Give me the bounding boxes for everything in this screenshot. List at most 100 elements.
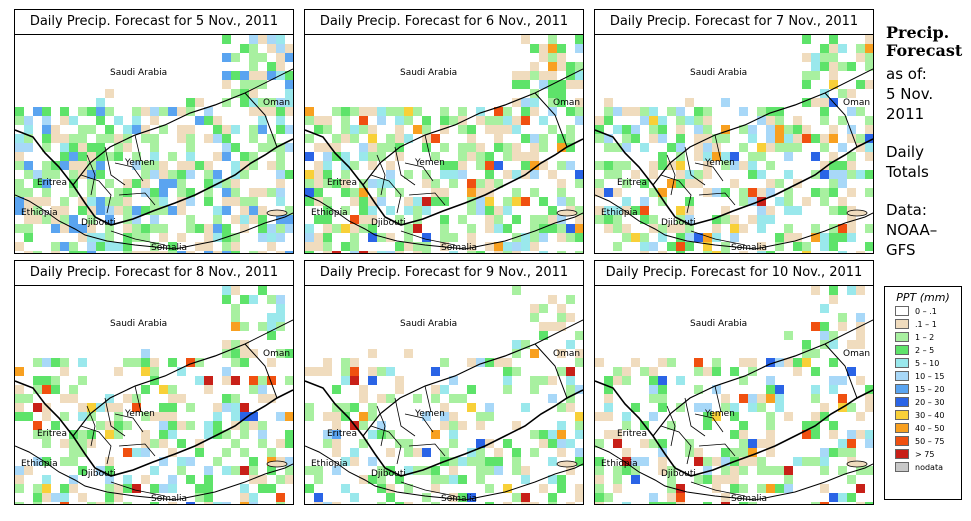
precip-cell	[784, 197, 793, 206]
precip-cell	[51, 358, 60, 367]
precip-cell	[467, 457, 476, 466]
precip-cell	[757, 394, 766, 403]
precip-cell	[222, 466, 231, 475]
data-label: Data:	[886, 201, 927, 219]
precip-cell	[748, 367, 757, 376]
precip-cell	[314, 143, 323, 152]
precip-cell	[222, 53, 231, 62]
precip-cell	[249, 466, 258, 475]
precip-cell	[431, 152, 440, 161]
precip-cell	[521, 98, 530, 107]
precip-cell	[503, 143, 512, 152]
precip-cell	[820, 233, 829, 242]
precip-cell	[422, 125, 431, 134]
precip-cell	[42, 493, 51, 502]
precip-cell	[730, 152, 739, 161]
precip-cell	[865, 170, 873, 179]
precip-cell	[386, 206, 395, 215]
legend-label: 50 – 75	[915, 436, 945, 446]
precip-cell	[721, 475, 730, 484]
precip-cell	[467, 251, 476, 253]
precip-cell	[557, 251, 566, 253]
precip-cell	[494, 134, 503, 143]
precip-cell	[114, 197, 123, 206]
precip-cell	[613, 188, 622, 197]
precip-cell	[802, 53, 811, 62]
precip-cell	[811, 349, 820, 358]
precip-cell	[132, 484, 141, 493]
precip-cell	[566, 295, 575, 304]
side-info: Precip. Forecast as of: 5 Nov. 2011 Dail…	[886, 24, 966, 260]
precip-cell	[276, 251, 285, 253]
precip-cell	[521, 197, 530, 206]
precip-cell	[604, 107, 613, 116]
precip-cell	[404, 349, 413, 358]
precip-cell	[703, 188, 712, 197]
legend-swatch	[895, 319, 909, 329]
precip-cell	[341, 412, 350, 421]
precip-cell	[766, 394, 775, 403]
precip-cell	[622, 421, 631, 430]
precip-cell	[132, 116, 141, 125]
precip-cell	[186, 403, 195, 412]
precip-cell	[748, 403, 757, 412]
precip-cell	[703, 125, 712, 134]
precip-cell	[575, 224, 583, 233]
precip-cell	[766, 134, 775, 143]
precip-cell	[694, 385, 703, 394]
precip-cell	[721, 251, 730, 253]
precip-cell	[802, 71, 811, 80]
border-line	[824, 68, 873, 94]
precip-cell	[386, 233, 395, 242]
precip-cell	[865, 502, 873, 504]
precip-cell	[476, 206, 485, 215]
precip-cell	[748, 502, 757, 504]
precip-cell	[141, 134, 150, 143]
precip-cell	[449, 421, 458, 430]
precip-cell	[512, 448, 521, 457]
precip-cell	[622, 448, 631, 457]
precip-cell	[640, 116, 649, 125]
precip-cell	[249, 385, 258, 394]
precip-cell	[775, 394, 784, 403]
precip-cell	[33, 197, 42, 206]
precip-cell	[168, 152, 177, 161]
precip-cell	[114, 430, 123, 439]
precip-cell	[231, 403, 240, 412]
precip-cell	[87, 403, 96, 412]
precip-cell	[341, 170, 350, 179]
precip-cell	[467, 179, 476, 188]
precip-cell	[177, 394, 186, 403]
precip-cell	[485, 179, 494, 188]
precip-cell	[667, 224, 676, 233]
precip-cell	[595, 493, 604, 502]
map-label-eritrea: Eritrea	[617, 429, 647, 439]
precip-cell	[658, 188, 667, 197]
map-label-oman: Oman	[553, 98, 580, 108]
precip-cell	[258, 125, 267, 134]
precip-cell	[730, 215, 739, 224]
precip-cell	[231, 376, 240, 385]
precip-map: Saudi ArabiaOmanYemenEritreaEthiopiaDjib…	[305, 35, 583, 253]
precip-cell	[721, 206, 730, 215]
precip-cell	[78, 493, 87, 502]
precip-cell	[802, 457, 811, 466]
precip-cell	[276, 188, 285, 197]
precip-cell	[811, 286, 820, 295]
precip-cell	[748, 358, 757, 367]
precip-cell	[820, 161, 829, 170]
precip-cell	[395, 251, 404, 253]
precip-cell	[404, 224, 413, 233]
precip-cell	[114, 188, 123, 197]
precip-cell	[539, 197, 548, 206]
precip-cell	[123, 394, 132, 403]
precip-cell	[539, 251, 548, 253]
precip-cell	[305, 134, 314, 143]
precip-cell	[350, 188, 359, 197]
precip-cell	[640, 242, 649, 251]
precip-cell	[350, 457, 359, 466]
precip-map: Saudi ArabiaOmanYemenEritreaEthiopiaDjib…	[305, 286, 583, 504]
precip-cell	[820, 98, 829, 107]
precip-cell	[368, 107, 377, 116]
precip-cell	[694, 448, 703, 457]
